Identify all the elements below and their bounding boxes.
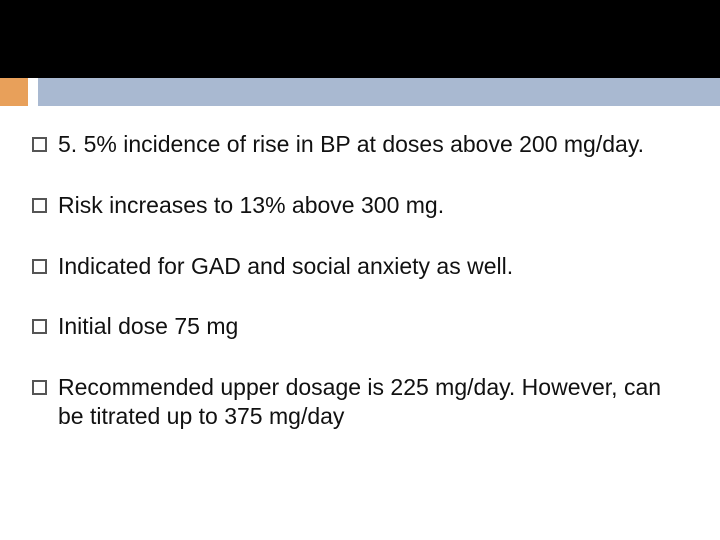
- list-item: Indicated for GAD and social anxiety as …: [28, 252, 692, 281]
- content-area: 5. 5% incidence of rise in BP at doses a…: [28, 130, 692, 463]
- list-item: 5. 5% incidence of rise in BP at doses a…: [28, 130, 692, 159]
- header-accent-bar: [0, 78, 720, 106]
- top-black-band: [0, 0, 720, 78]
- bullet-text: Risk increases to 13% above 300 mg.: [58, 192, 444, 218]
- accent-square: [0, 78, 28, 106]
- list-item: Initial dose 75 mg: [28, 312, 692, 341]
- bullet-text: Initial dose 75 mg: [58, 313, 238, 339]
- bullet-list: 5. 5% incidence of rise in BP at doses a…: [28, 130, 692, 431]
- accent-gap: [28, 78, 38, 106]
- accent-long-bar: [38, 78, 720, 106]
- bullet-text: Recommended upper dosage is 225 mg/day. …: [58, 374, 661, 429]
- list-item: Recommended upper dosage is 225 mg/day. …: [28, 373, 692, 431]
- bullet-text: Indicated for GAD and social anxiety as …: [58, 253, 513, 279]
- list-item: Risk increases to 13% above 300 mg.: [28, 191, 692, 220]
- bullet-text: 5. 5% incidence of rise in BP at doses a…: [58, 131, 644, 157]
- slide: 5. 5% incidence of rise in BP at doses a…: [0, 0, 720, 540]
